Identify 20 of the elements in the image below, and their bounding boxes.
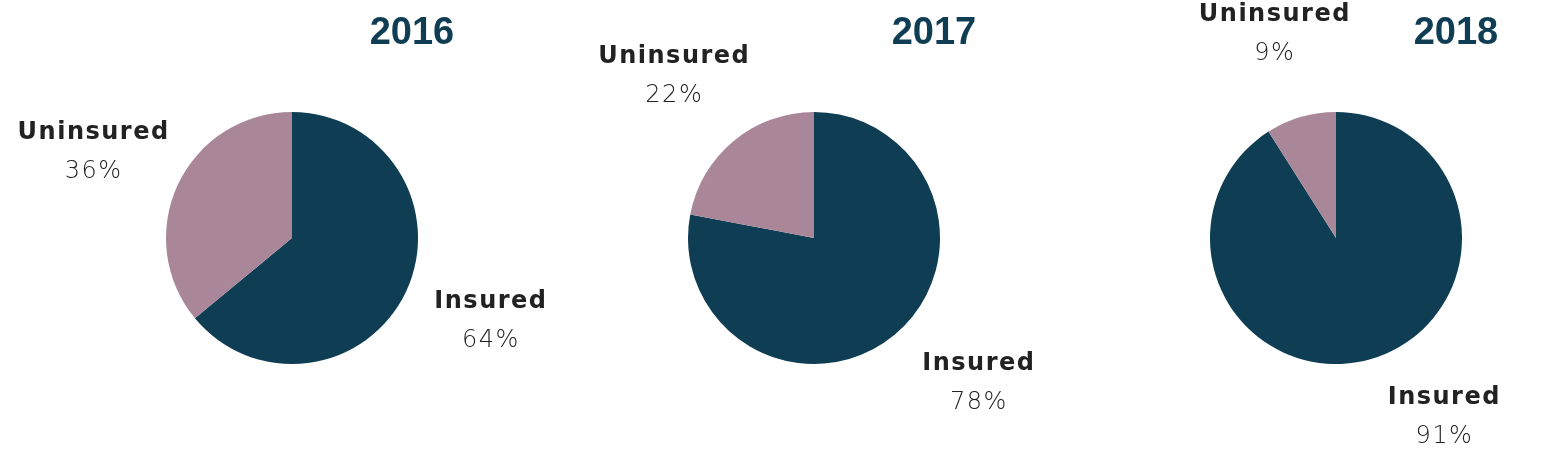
data-label: 22% bbox=[645, 80, 704, 109]
slice-label: Uninsured bbox=[1198, 0, 1351, 28]
pie-slice bbox=[690, 112, 814, 238]
data-label: 78% bbox=[949, 386, 1008, 415]
data-label: 91% bbox=[1415, 420, 1474, 449]
pie-slice bbox=[166, 112, 292, 319]
slice-label: Uninsured bbox=[598, 41, 751, 70]
chart-title: 2016 bbox=[369, 10, 455, 52]
slice-label: Uninsured bbox=[17, 116, 170, 145]
data-label: 9% bbox=[1254, 38, 1296, 67]
pie-slice bbox=[194, 112, 418, 364]
slice-label: Insured bbox=[1387, 381, 1501, 410]
slice-label: Insured bbox=[434, 286, 548, 315]
chart-title: 2017 bbox=[891, 10, 977, 52]
pie-slice bbox=[1268, 112, 1336, 238]
pie-slice bbox=[1210, 112, 1462, 364]
slice-label: Insured bbox=[922, 347, 1036, 376]
data-label: 36% bbox=[64, 155, 123, 184]
chart-title: 2018 bbox=[1413, 10, 1499, 52]
data-label: 64% bbox=[462, 325, 520, 354]
